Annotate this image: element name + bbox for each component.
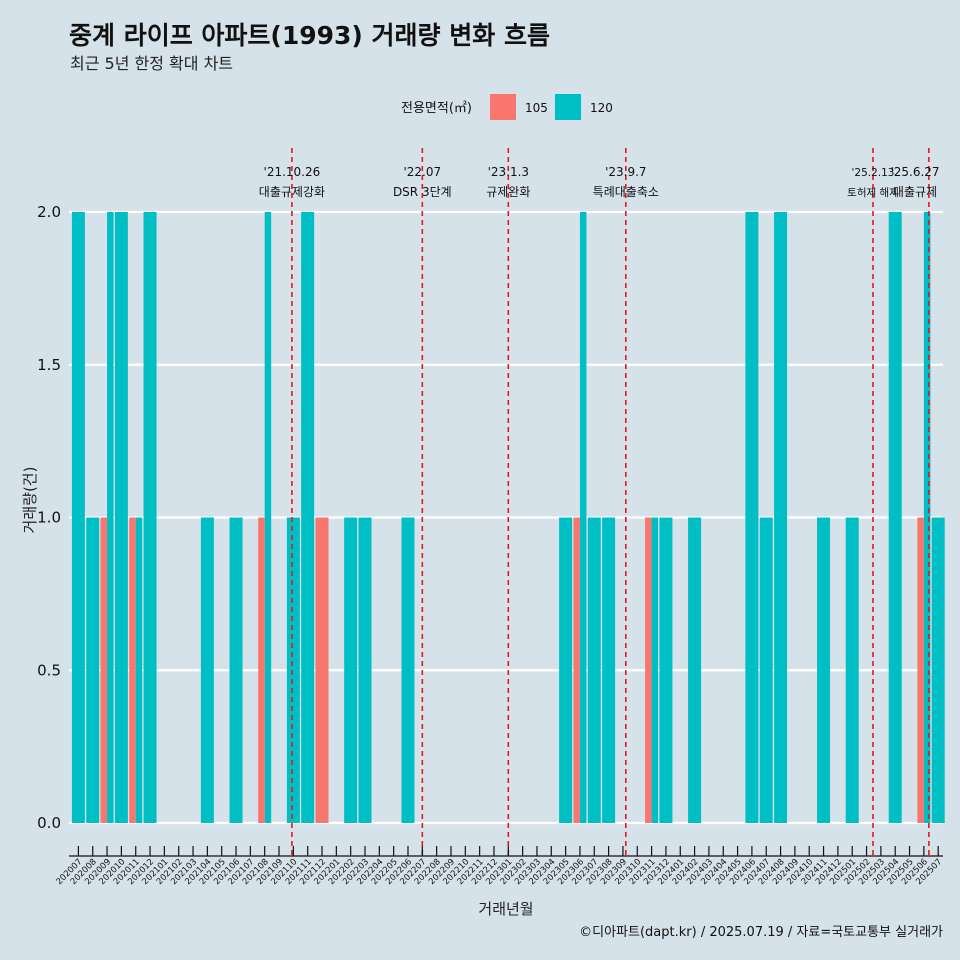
x-axis: 2020072020082020092020102020112020122021… — [55, 846, 944, 887]
bar-202307-120 — [587, 517, 601, 823]
bar-202112-105 — [315, 517, 329, 823]
chart-subtitle: 최근 5년 한정 확대 차트 — [70, 54, 233, 73]
bar-202312-120 — [659, 517, 673, 823]
bar-202504-120 — [888, 212, 902, 823]
event-description-label: DSR 3단계 — [393, 185, 452, 199]
bar-202407-120 — [759, 517, 773, 823]
bar-202202-120 — [344, 517, 358, 823]
event-date-label: '22.07 — [403, 165, 441, 179]
bar-202108-120 — [264, 212, 272, 823]
event-date-label: '23.1.3 — [488, 165, 529, 179]
bar-202206-120 — [401, 517, 415, 823]
bar-202506-120 — [923, 212, 931, 823]
legend: 전용면적(㎡) 105 120 — [401, 94, 613, 120]
legend-label-120: 120 — [590, 101, 613, 115]
event-description-label: 대출규제 — [893, 185, 937, 199]
bar-202106-120 — [229, 517, 243, 823]
legend-title: 전용면적(㎡) — [401, 101, 472, 116]
bar-202311-105 — [645, 517, 652, 823]
source-caption: ©디아파트(dapt.kr) / 2025.07.19 / 자료=국토교통부 실… — [579, 925, 943, 940]
legend-swatch-120 — [555, 94, 581, 120]
event-date-label: '21.10.26 — [264, 165, 321, 179]
bar-202010-120 — [114, 212, 128, 823]
event-description-label: 대출규제강화 — [259, 185, 325, 199]
event-markers: '21.10.26 대출규제강화 '22.07 DSR 3단계 '23.1.3 규제완화 '… — [259, 148, 940, 856]
y-tick-label: 1.0 — [37, 509, 61, 527]
bar-202406-120 — [745, 212, 759, 823]
legend-label-105: 105 — [525, 101, 548, 115]
y-axis-tick-labels: 0.0 0.5 1.0 1.5 2.0 — [37, 203, 61, 832]
bar-202305-120 — [559, 517, 573, 823]
bar-202111-120 — [301, 212, 315, 823]
bar-202007-120 — [71, 212, 85, 823]
bar-202501-120 — [845, 517, 859, 823]
bar-202203-120 — [358, 517, 372, 823]
y-gridlines — [69, 210, 943, 825]
bar-202306-105 — [573, 517, 580, 823]
bar-202110-120 — [286, 517, 300, 823]
bar-202306-120 — [579, 212, 587, 823]
bar-202011-105 — [129, 517, 136, 823]
bar-202012-120 — [143, 212, 157, 823]
bar-202009-120 — [107, 212, 114, 823]
bar-202308-120 — [602, 517, 616, 823]
bar-202408-120 — [774, 212, 788, 823]
event-description-label: 규제완화 — [486, 185, 530, 199]
y-tick-label: 2.0 — [37, 203, 61, 221]
event-date-label: '25.2.13 — [852, 167, 895, 179]
bar-202009-105 — [100, 517, 108, 823]
y-tick-label: 0.0 — [37, 814, 61, 832]
bar-202411-120 — [817, 517, 831, 823]
bar-202011-120 — [135, 517, 143, 823]
bar-202008-120 — [86, 517, 100, 823]
y-tick-label: 0.5 — [37, 661, 61, 679]
bar-series — [71, 212, 945, 823]
x-axis-title: 거래년월 — [478, 900, 533, 918]
bar-202402-120 — [688, 517, 702, 823]
bar-202108-105 — [258, 517, 265, 823]
event-description-label: 토허제 해제 — [847, 186, 899, 199]
bar-202507-120 — [931, 517, 945, 823]
y-axis-title: 거래량(건) — [21, 467, 39, 534]
bar-202104-120 — [200, 517, 214, 823]
bar-202506-105 — [917, 517, 924, 823]
event-description-label: 특례대출축소 — [593, 185, 659, 199]
event-date-label: '25.6.27 — [890, 165, 939, 179]
bar-202311-120 — [651, 517, 659, 823]
event-date-label: '23.9.7 — [605, 165, 646, 179]
y-tick-label: 1.5 — [37, 356, 61, 374]
chart-title: 중계 라이프 아파트(1993) 거래량 변화 흐름 — [69, 21, 550, 50]
legend-swatch-105 — [490, 94, 516, 120]
